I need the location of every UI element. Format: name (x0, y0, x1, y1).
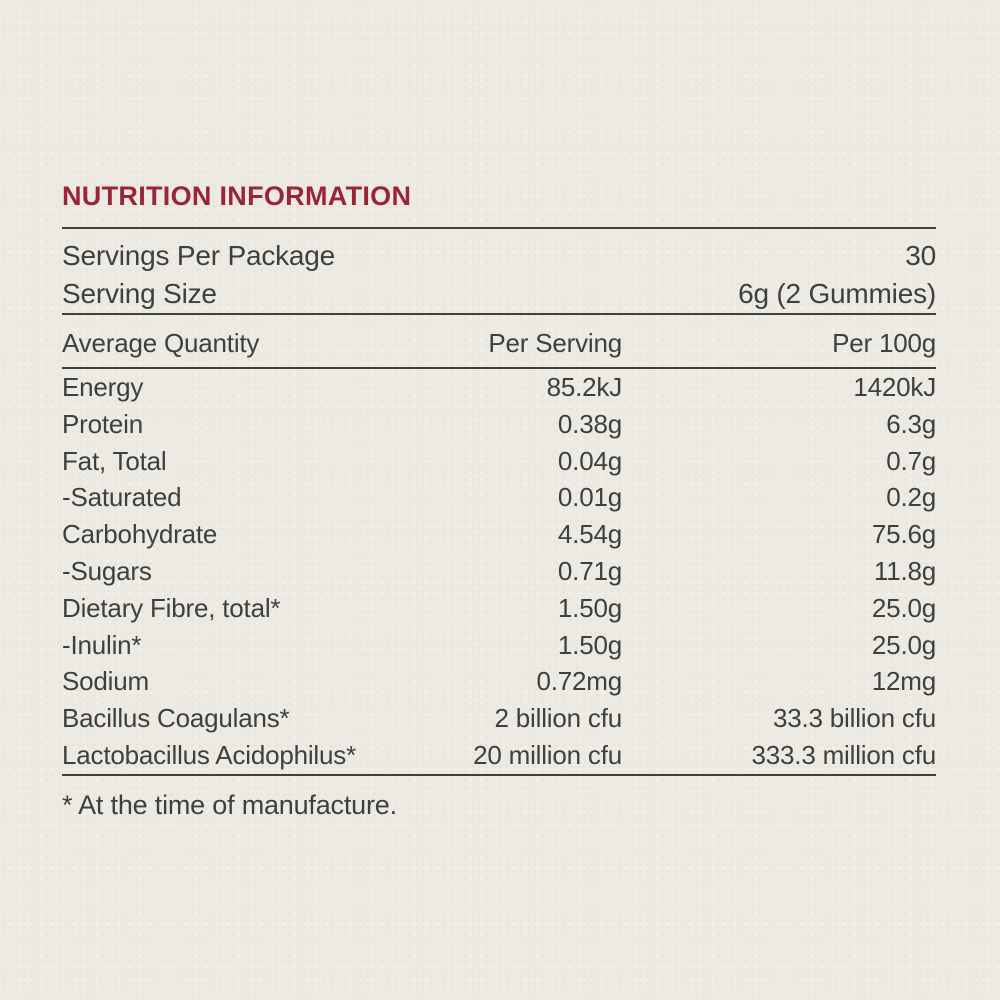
per-100g-value: 12mg (871, 666, 936, 697)
serving-size-value: 6g (2 Gummies) (738, 278, 936, 309)
per-serving-value: 20 million cfu (473, 739, 622, 770)
column-header-average-quantity: Average Quantity (62, 328, 260, 358)
nutrient-table-body: Energy 85.2kJ 1420kJ Protein 0.38g 6.3g … (62, 369, 936, 774)
per-100g-value: 6.3g (886, 408, 936, 439)
per-100g-value: 25.0g (871, 592, 936, 623)
per-serving-value: 85.2kJ (546, 372, 623, 402)
table-row: -Saturated 0.01g 0.2g (62, 479, 936, 516)
nutrient-name: -Saturated (62, 482, 182, 513)
nutrient-name: Lactobacillus Acidophilus* (62, 739, 356, 770)
per-100g-value: 0.2g (886, 482, 936, 513)
table-header-row: Average Quantity Per Serving Per 100g (62, 315, 936, 367)
table-row: Lactobacillus Acidophilus* 20 million cf… (62, 737, 936, 774)
per-100g-value: 11.8g (873, 555, 936, 586)
divider (62, 227, 936, 229)
nutrient-name: -Inulin* (62, 629, 142, 660)
table-row: Fat, Total 0.04g 0.7g (62, 443, 936, 480)
nutrient-name: Sodium (62, 666, 149, 697)
serving-info-section: Servings Per Package 30 Serving Size 6g … (62, 229, 936, 313)
divider (62, 313, 936, 315)
nutrient-name: Fat, Total (62, 445, 167, 476)
nutrient-name: Carbohydrate (62, 519, 218, 550)
per-100g-value: 33.3 billion cfu (772, 703, 936, 734)
nutrient-name: Energy (62, 372, 144, 402)
per-serving-value: 1.50g (557, 629, 622, 660)
table-row: -Sugars 0.71g 11.8g (62, 553, 936, 590)
nutrient-name: Protein (62, 408, 143, 439)
table-row: Dietary Fibre, total* 1.50g 25.0g (62, 590, 936, 627)
servings-per-package-label: Servings Per Package (62, 240, 336, 271)
per-serving-value: 0.72mg (536, 666, 622, 697)
serving-size-row: Serving Size 6g (2 Gummies) (62, 275, 936, 313)
table-row: -Inulin* 1.50g 25.0g (62, 627, 936, 664)
per-100g-value: 0.7g (886, 445, 936, 476)
panel-title: NUTRITION INFORMATION (62, 181, 412, 211)
servings-per-package-value: 30 (905, 240, 936, 271)
per-100g-value: 75.6g (871, 519, 936, 550)
divider (62, 367, 936, 369)
per-serving-value: 0.04g (557, 445, 622, 476)
table-row: Protein 0.38g 6.3g (62, 406, 936, 443)
per-serving-value: 1.50g (557, 592, 622, 623)
column-header-per-100g: Per 100g (832, 328, 936, 358)
nutrient-name: -Sugars (62, 555, 152, 586)
table-row: Energy 85.2kJ 1420kJ (62, 369, 936, 406)
nutrition-panel: NUTRITION INFORMATION Servings Per Packa… (62, 0, 936, 821)
per-serving-value: 0.01g (557, 482, 622, 513)
servings-per-package-row: Servings Per Package 30 (62, 237, 936, 275)
table-row: Bacillus Coagulans* 2 billion cfu 33.3 b… (62, 700, 936, 737)
serving-size-label: Serving Size (62, 278, 217, 309)
per-100g-value: 25.0g (871, 629, 936, 660)
table-row: Sodium 0.72mg 12mg (62, 663, 936, 700)
per-serving-value: 0.38g (557, 408, 622, 439)
per-100g-value: 1420kJ (853, 372, 936, 402)
column-header-per-serving: Per Serving (488, 328, 622, 358)
nutrient-name: Dietary Fibre, total* (62, 592, 281, 623)
footnote: * At the time of manufacture. (62, 789, 397, 820)
nutrient-name: Bacillus Coagulans* (62, 703, 290, 734)
per-serving-value: 4.54g (557, 519, 622, 550)
per-serving-value: 2 billion cfu (494, 703, 623, 734)
divider (62, 773, 936, 776)
per-serving-value: 0.71g (557, 555, 622, 586)
table-row: Carbohydrate 4.54g 75.6g (62, 516, 936, 553)
per-100g-value: 333.3 million cfu (751, 739, 937, 770)
